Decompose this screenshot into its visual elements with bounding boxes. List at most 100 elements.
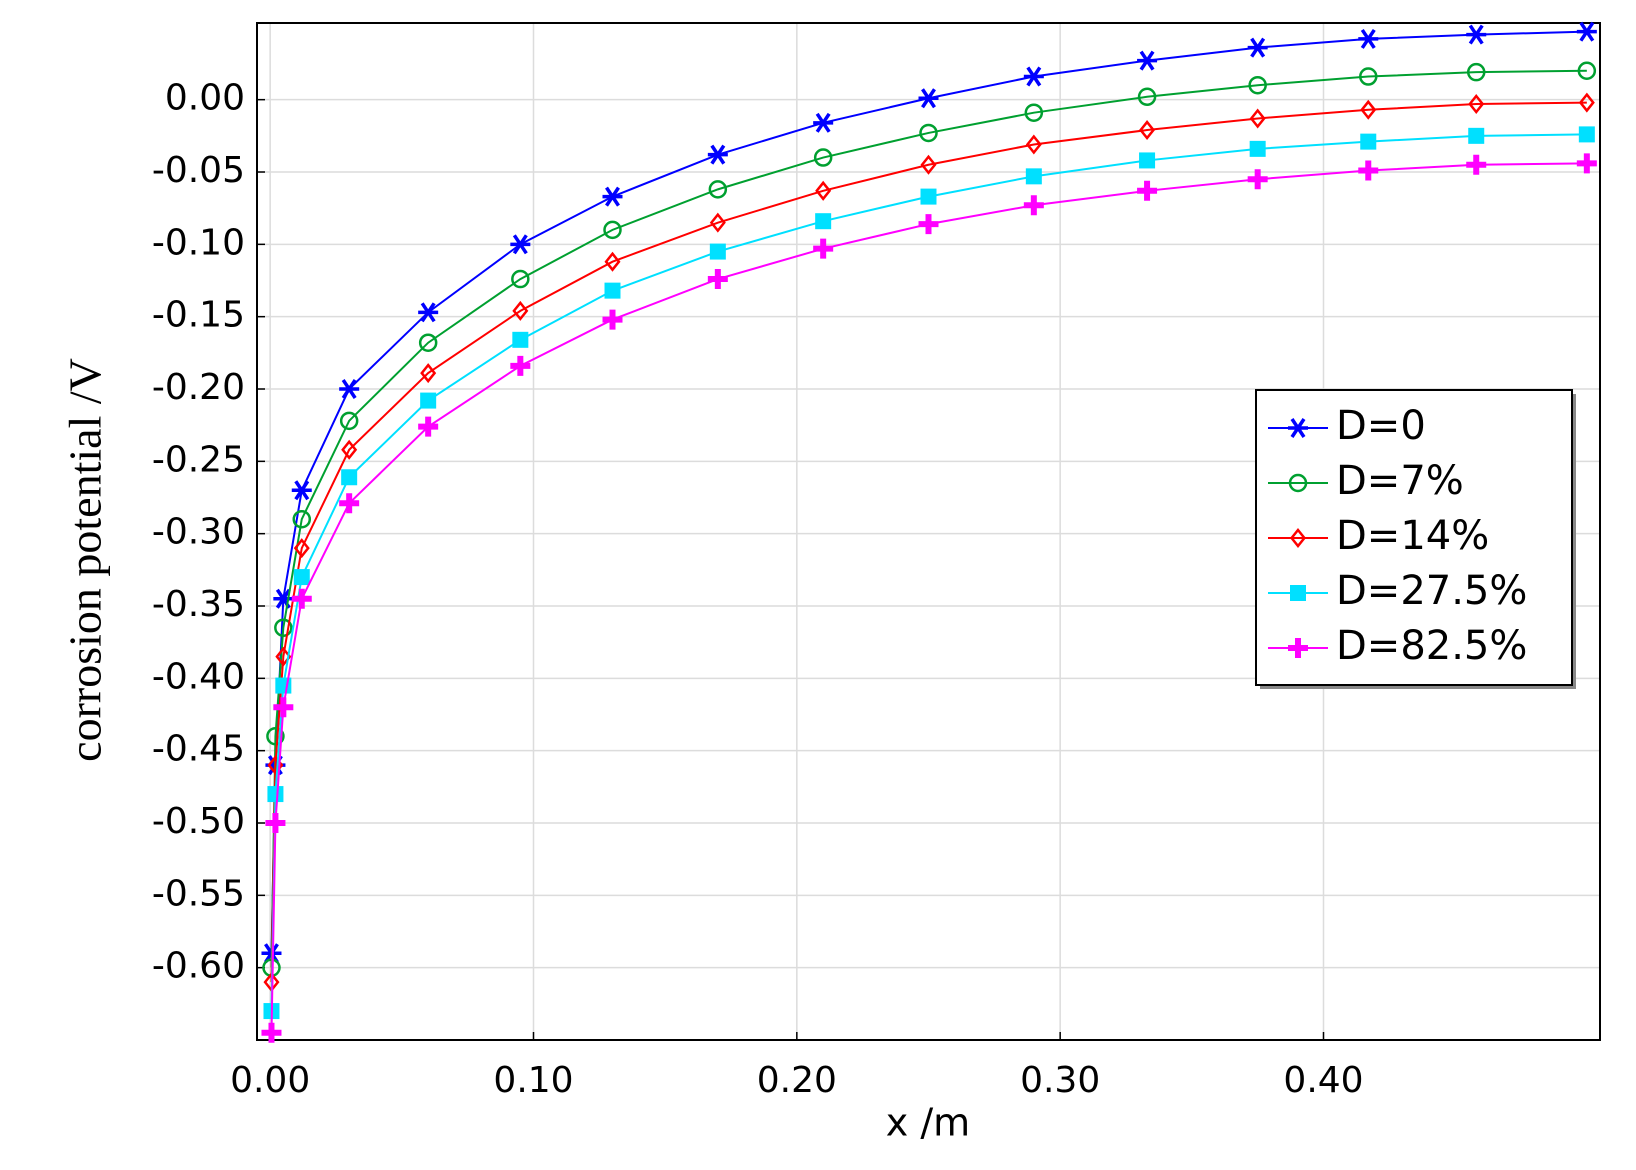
- legend-label: D=82.5%: [1336, 623, 1527, 669]
- data-point: [1139, 120, 1156, 141]
- data-point: [420, 363, 437, 384]
- x-axis-label: x /m: [886, 1101, 970, 1145]
- data-point: [418, 416, 439, 437]
- data-point: [292, 509, 312, 529]
- legend-marker: [1290, 585, 1306, 601]
- data-point: [291, 588, 312, 609]
- data-point: [707, 269, 728, 290]
- y-tick-label: -0.25: [152, 439, 245, 480]
- data-point: [709, 243, 726, 260]
- data-point: [1360, 133, 1377, 150]
- data-point: [1358, 160, 1379, 181]
- legend-marker: [1289, 527, 1307, 549]
- y-tick-label: -0.15: [152, 295, 245, 336]
- data-point: [1137, 87, 1157, 107]
- data-point: [920, 154, 937, 175]
- data-point: [1139, 152, 1156, 169]
- x-tick-label: 0.20: [757, 1060, 837, 1101]
- data-point: [1137, 180, 1158, 201]
- data-point: [339, 411, 359, 431]
- legend-label: D=0: [1336, 403, 1426, 449]
- data-point: [1025, 134, 1042, 155]
- data-point: [266, 726, 285, 746]
- legend-label: D=27.5%: [1336, 568, 1527, 614]
- data-point: [1247, 37, 1268, 58]
- y-tick-label: -0.50: [152, 801, 245, 842]
- y-tick-label: -0.60: [152, 946, 245, 987]
- data-point: [918, 214, 939, 235]
- data-point: [267, 786, 284, 803]
- data-point: [1025, 168, 1042, 185]
- data-point: [604, 251, 621, 272]
- data-point: [1577, 61, 1597, 80]
- y-tick-label: -0.30: [152, 512, 245, 553]
- data-point: [510, 234, 531, 255]
- data-point: [813, 148, 833, 167]
- legend-marker: [1288, 638, 1308, 658]
- data-point: [418, 333, 438, 352]
- data-point: [511, 269, 530, 289]
- x-tick-label: 0.00: [230, 1060, 310, 1101]
- x-tick-label: 0.30: [1020, 1060, 1100, 1101]
- data-point: [510, 355, 531, 376]
- data-point: [603, 220, 622, 240]
- data-point: [815, 180, 832, 201]
- y-tick-label: -0.40: [152, 656, 245, 697]
- series-line: [270, 69, 1587, 968]
- data-point: [1468, 127, 1485, 144]
- data-point: [1248, 75, 1267, 95]
- data-point: [709, 212, 726, 233]
- data-point: [1576, 21, 1597, 42]
- data-point: [1249, 108, 1266, 129]
- data-point: [815, 213, 832, 230]
- data-point: [1247, 169, 1268, 190]
- y-tick-label: 0.00: [165, 78, 245, 119]
- data-point: [604, 282, 621, 299]
- data-point: [1023, 66, 1044, 87]
- data-point: [1024, 103, 1044, 122]
- data-point: [339, 379, 360, 399]
- data-point: [707, 144, 728, 165]
- data-point: [341, 439, 358, 460]
- y-tick-label: -0.10: [152, 222, 245, 263]
- data-point: [1249, 140, 1266, 157]
- data-point: [512, 331, 529, 348]
- data-point: [1468, 94, 1485, 115]
- data-point: [1576, 153, 1597, 174]
- y-tick-label: -0.35: [152, 584, 245, 625]
- data-point: [1578, 126, 1595, 143]
- data-point: [1466, 154, 1487, 175]
- data-point: [293, 569, 310, 586]
- data-point: [341, 469, 358, 486]
- data-point: [339, 493, 360, 514]
- legend-label: D=7%: [1336, 458, 1464, 504]
- data-point: [1137, 50, 1158, 71]
- data-point: [265, 813, 286, 834]
- data-point: [273, 697, 294, 718]
- x-tick-label: 0.40: [1283, 1060, 1363, 1101]
- data-point: [512, 300, 529, 321]
- data-point: [1359, 67, 1378, 86]
- data-point: [920, 188, 937, 205]
- legend-marker: [1288, 418, 1308, 438]
- data-point: [291, 480, 312, 501]
- data-point: [813, 112, 834, 133]
- data-point: [1466, 62, 1486, 82]
- y-tick-label: -0.05: [152, 150, 245, 191]
- y-tick-label: -0.55: [152, 873, 245, 914]
- plot-frame: [256, 22, 1601, 1041]
- data-point: [602, 309, 623, 330]
- data-point: [274, 618, 293, 637]
- data-point: [918, 88, 939, 109]
- data-point: [1023, 195, 1044, 216]
- data-point: [293, 538, 310, 559]
- data-point: [602, 186, 623, 207]
- legend-marker: [1288, 473, 1308, 493]
- data-point: [919, 123, 938, 143]
- data-point: [420, 392, 437, 409]
- data-point: [261, 1022, 282, 1043]
- data-point: [1578, 92, 1595, 113]
- data-point: [1360, 99, 1377, 120]
- data-point: [418, 302, 439, 323]
